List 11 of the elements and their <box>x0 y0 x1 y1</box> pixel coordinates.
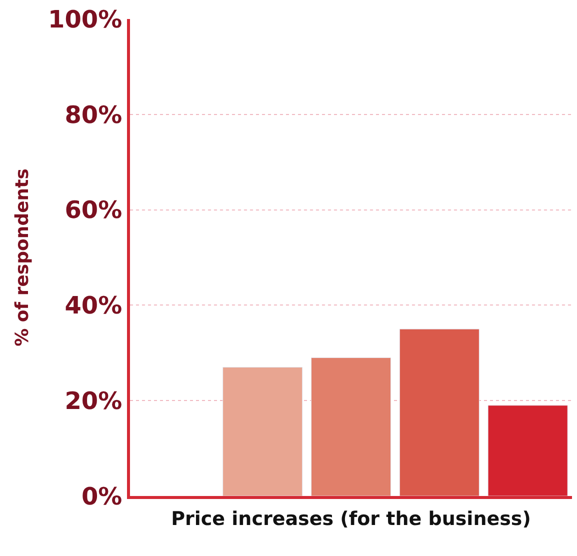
y-axis-title: % of respondents <box>12 168 34 346</box>
bar <box>222 366 303 496</box>
y-tick-label: 40% <box>64 292 122 320</box>
y-tick-label: 20% <box>64 387 122 415</box>
y-tick-label: 80% <box>64 100 122 129</box>
y-tick-label: 60% <box>64 196 122 224</box>
bar <box>399 328 480 496</box>
y-tick-label: 100% <box>48 5 122 34</box>
y-tick-label: 0% <box>81 482 122 510</box>
bar <box>310 357 392 496</box>
x-axis-title: Price increases (for the business) <box>171 508 531 530</box>
